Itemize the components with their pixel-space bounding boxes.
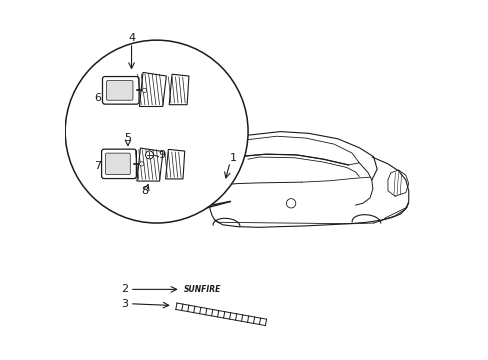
Circle shape <box>145 151 153 159</box>
FancyBboxPatch shape <box>102 149 136 179</box>
Text: 2: 2 <box>121 284 128 294</box>
Polygon shape <box>169 74 188 105</box>
Circle shape <box>142 88 146 93</box>
Text: SUNFIRE: SUNFIRE <box>183 285 221 294</box>
Circle shape <box>139 162 143 166</box>
Text: 8: 8 <box>141 186 148 197</box>
Text: 1: 1 <box>229 153 236 163</box>
Polygon shape <box>165 149 184 179</box>
Text: 6: 6 <box>95 93 102 103</box>
Text: 7: 7 <box>94 161 101 171</box>
Circle shape <box>65 40 247 223</box>
FancyBboxPatch shape <box>106 81 133 100</box>
FancyBboxPatch shape <box>105 153 130 175</box>
Text: 5: 5 <box>124 133 131 143</box>
FancyBboxPatch shape <box>102 77 139 104</box>
Polygon shape <box>137 148 163 181</box>
Text: 4: 4 <box>128 33 135 43</box>
Text: 9: 9 <box>158 150 165 160</box>
Polygon shape <box>139 72 166 107</box>
Text: 3: 3 <box>121 299 127 309</box>
